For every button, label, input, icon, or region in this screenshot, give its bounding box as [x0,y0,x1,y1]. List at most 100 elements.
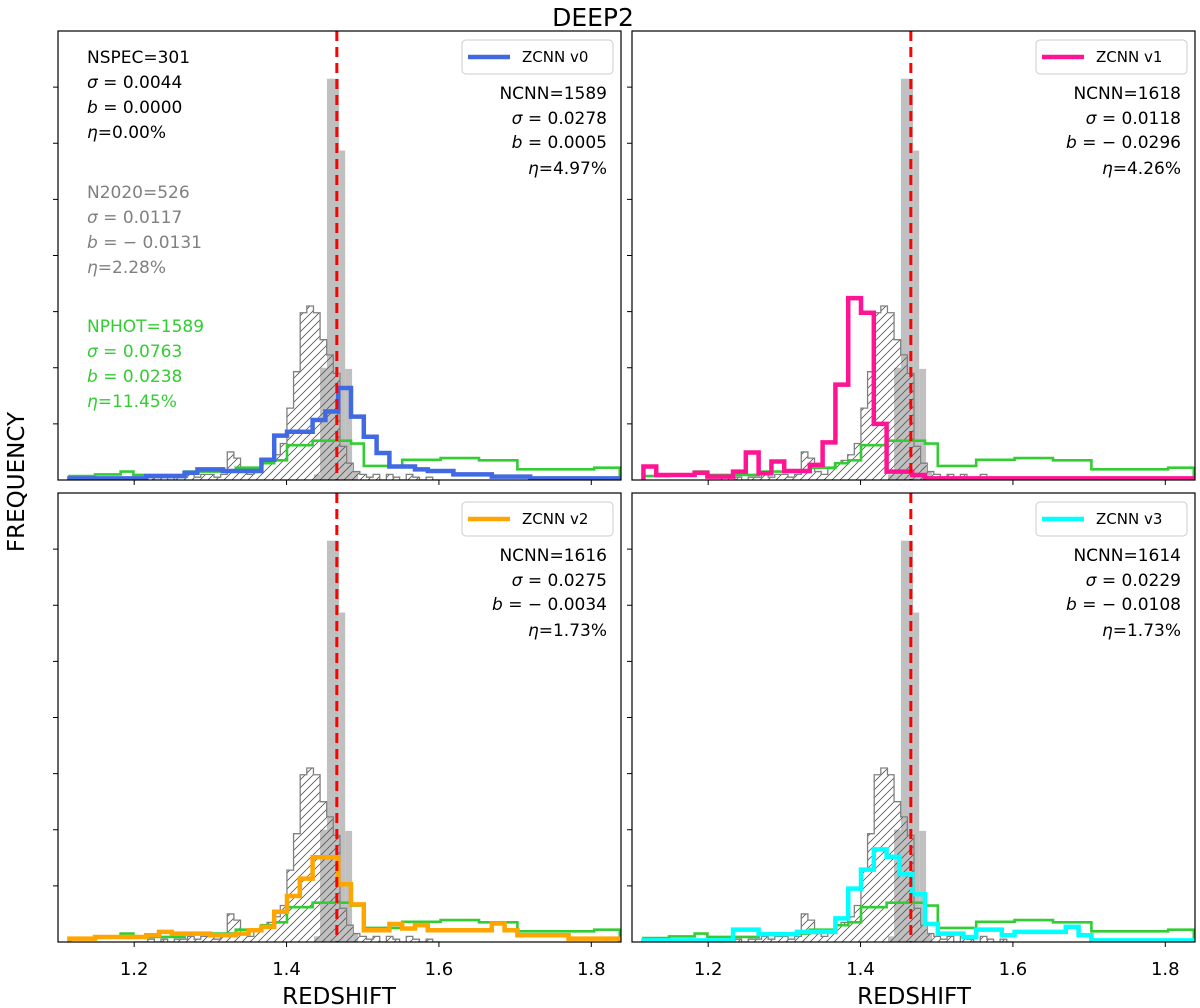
n2020-bar [339,446,347,480]
stat-value: = 0.0229 [1096,571,1181,591]
stat-value: = − 0.0296 [1077,133,1181,153]
n2020-bar [392,939,400,942]
n2020-bar [174,939,181,942]
sample-stat-line: NSPEC=301 [87,48,190,68]
n2020-bar [735,477,742,480]
legend: ZCNN v3 [1035,501,1188,537]
n2020-bar [834,925,842,942]
n2020-bar [913,908,921,942]
legend-box [461,39,614,75]
cnn-stat-line: NCNN=1614 [1073,546,1181,566]
stat-value: = − 0.0108 [1077,595,1181,615]
n2020-bar [927,471,934,480]
stat-symbol: σ [512,571,524,591]
x-tick-label: 1.2 [120,959,149,980]
n2020-bar [900,354,908,480]
stat-symbol: η [1102,159,1113,179]
x-axis-label-left: REDSHIFT [282,984,397,1008]
stat-symbol: σ [87,342,99,362]
n2020-bar [412,477,420,480]
n2020-bar [207,936,215,942]
figure-title: DEEP2 [552,3,634,32]
legend: ZCNN v1 [1035,39,1188,75]
n2020-bar [194,939,201,942]
n2020-bar [373,936,380,942]
n2020-bar [768,939,775,942]
n2020-bar [761,474,769,480]
n2020-bar [227,913,234,942]
n2020-bar [754,939,762,942]
plot-area [67,31,621,480]
stat-symbol: η [87,392,98,412]
n2020-bar [187,474,195,480]
stat-value: =4.26% [1113,159,1181,179]
stat-value: NCNN=1616 [499,546,607,566]
stat-value: NCNN=1618 [1073,84,1181,104]
n2020-bar [267,460,274,480]
n2020-bar [827,468,835,480]
n2020-bar [280,905,287,942]
cnn-stat-line: σ = 0.0118 [1086,109,1181,129]
n2020-bar [180,939,188,942]
cnn-stat-line: σ = 0.0275 [512,571,607,591]
n2020-bar [194,477,201,480]
n2020-bar [774,474,782,480]
n2020-bar [147,939,155,942]
n2020-bar [1000,939,1007,942]
n2020-bar [214,477,221,480]
stat-value: = 0.0238 [98,367,183,387]
n2020-bar [768,477,775,480]
n2020-bar [346,463,354,480]
stat-value: NPHOT=1589 [87,317,204,337]
stat-symbol: η [87,258,98,278]
sample-stat-line: η=0.00% [87,123,166,143]
n2020-bar [253,468,261,480]
n2020-bar [880,306,888,480]
n2020-bar [247,474,254,480]
cnn-stat-line: σ = 0.0278 [512,109,607,129]
n2020-bar [320,801,327,942]
n2020-bar [300,774,307,942]
n2020-bar [781,936,789,942]
nspec-bar [913,150,920,480]
stat-value: = 0.0044 [98,73,183,93]
legend-box [1035,39,1188,75]
n2020-bar [907,373,914,480]
n2020-bar [847,916,855,942]
sample-stat-line: η=2.28% [87,258,166,278]
nspec-bar [339,150,346,480]
n2020-bar [333,835,340,942]
stat-value: =1.73% [1113,621,1181,641]
n2020-bar [426,939,433,942]
n2020-bar [900,816,908,942]
n2020-bar [867,833,875,942]
cnn-stat-line: b = − 0.0108 [1066,595,1181,615]
sample-stat-line: b = 0.0238 [87,367,182,387]
legend: ZCNN v2 [461,501,614,537]
sample-stat-line: η=11.45% [87,392,177,412]
n2020-bar [920,463,928,480]
x-tick-label: 1.8 [1151,959,1180,980]
cnn-stat-line: b = − 0.0034 [492,595,607,615]
n2020-bar [339,908,347,942]
plot-area [641,493,1195,942]
n2020-bar [306,306,314,480]
panel-zcnn-v3: 1.2 1.4 1.6 1.8 ZCNN v3 NCNN=1614 σ = 0.0229 b … [627,492,1196,980]
n2020-bar [161,939,168,942]
n2020-bar [966,939,974,942]
cnn-stat-line: η=1.73% [528,621,607,641]
n2020-bar [788,939,795,942]
n2020-bar [827,930,835,942]
sample-stat-line: σ = 0.0117 [87,208,182,228]
cnn-stat-line: NCNN=1618 [1073,84,1181,104]
nspec-bar [919,830,927,942]
zcnn-histogram [641,295,1195,480]
stat-symbol: σ [1086,109,1098,129]
nphot-histogram [642,901,1195,942]
n2020-bar [240,471,248,480]
legend-label: ZCNN v0 [522,48,588,66]
